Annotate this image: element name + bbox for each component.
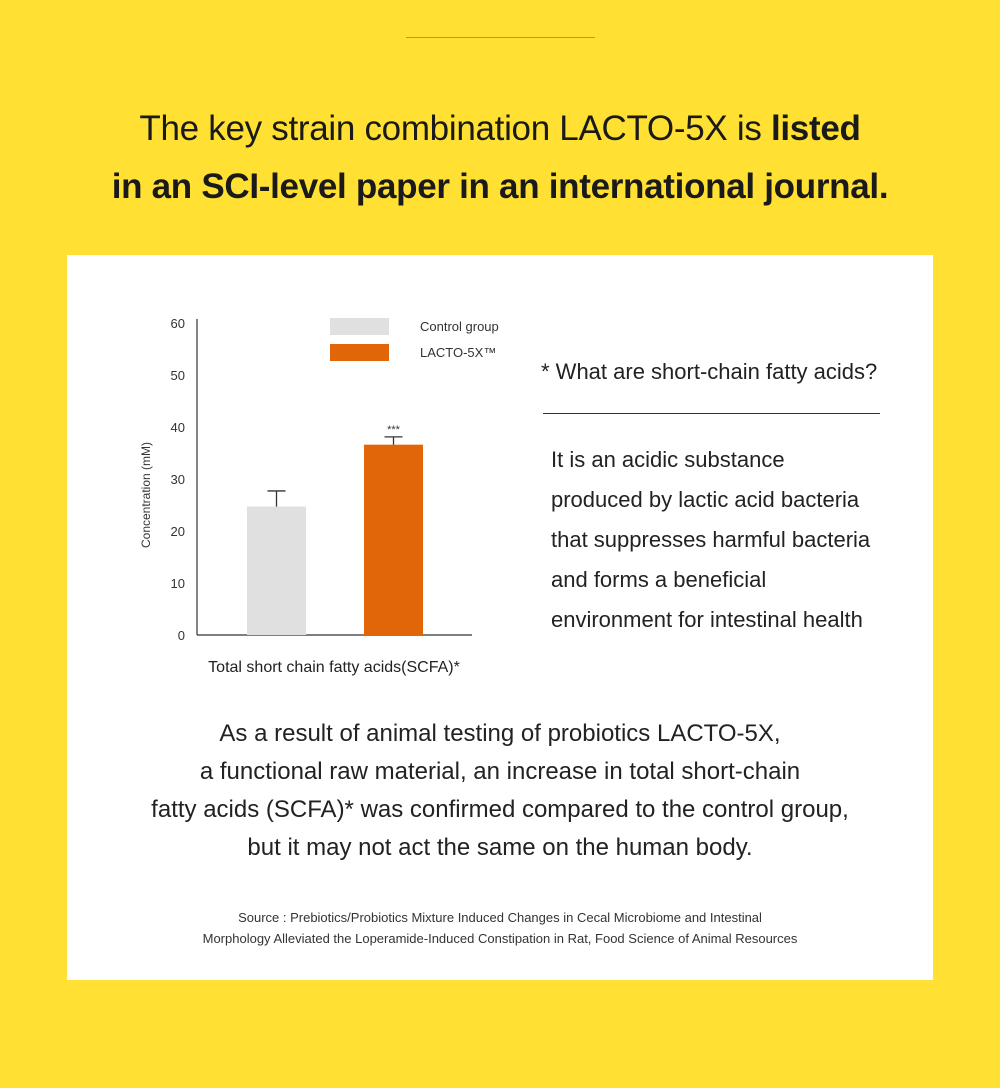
answer-line: and forms a beneficial — [551, 567, 767, 592]
result-paragraph: As a result of animal testing of probiot… — [67, 715, 933, 867]
result-line: a functional raw material, an increase i… — [199, 758, 801, 785]
source-line: Source : Prebiotics/Probiotics Mixture I… — [238, 910, 762, 925]
question-divider — [543, 413, 880, 414]
bar — [247, 506, 306, 635]
chart-legend: Control group LACTO-5X™ — [330, 318, 499, 361]
scfa-answer: It is an acidic substance produced by la… — [551, 440, 921, 640]
headline-bold-text: listed — [770, 109, 861, 148]
y-tick-label: 50 — [171, 368, 185, 383]
legend-swatch — [330, 344, 389, 361]
source-citation: Source : Prebiotics/Probiotics Mixture I… — [67, 907, 933, 949]
answer-line: produced by lactic acid bacteria — [551, 487, 860, 512]
y-axis-ticks: 0 10 20 30 40 50 60 — [171, 316, 185, 643]
result-line: As a result of animal testing of probiot… — [219, 720, 781, 747]
bars-group: *** — [247, 424, 423, 635]
significance-marker: *** — [387, 424, 401, 436]
top-divider — [406, 37, 595, 38]
y-tick-label: 40 — [171, 420, 185, 435]
headline: The key strain combination LACTO-5X is l… — [0, 100, 1000, 216]
x-axis-label: Total short chain fatty acids(SCFA)* — [208, 659, 460, 676]
result-line: fatty acids (SCFA)* was confirmed compar… — [151, 796, 849, 823]
result-line: but it may not act the same on the human… — [247, 834, 753, 861]
legend-swatch — [330, 318, 389, 335]
answer-line: that suppresses harmful bacteria — [551, 527, 871, 552]
headline-regular-text: The key strain combination LACTO-5X is — [139, 109, 771, 148]
answer-line: It is an acidic substance — [551, 447, 785, 472]
legend-label: Control group — [420, 319, 499, 334]
headline-line-2: in an SCI-level paper in an internationa… — [111, 167, 889, 206]
legend-label: LACTO-5X™ — [420, 345, 496, 360]
y-tick-label: 60 — [171, 316, 185, 331]
headline-line-1: The key strain combination LACTO-5X is l… — [0, 100, 1000, 158]
y-tick-label: 0 — [178, 628, 185, 643]
y-axis-label: Concentration (mM) — [139, 442, 153, 548]
bar — [364, 444, 423, 635]
scfa-bar-chart: 0 10 20 30 40 50 60 *** Control group LACTO-5X™… — [139, 316, 499, 676]
answer-line: environment for intestinal health — [551, 607, 863, 632]
source-line: Morphology Alleviated the Loperamide-Ind… — [202, 931, 798, 946]
y-tick-label: 20 — [171, 524, 185, 539]
info-card: 0 10 20 30 40 50 60 *** Control group LACTO-5X™… — [67, 255, 933, 980]
scfa-question: * What are short-chain fatty acids? — [541, 359, 878, 384]
y-tick-label: 30 — [171, 472, 185, 487]
y-tick-label: 10 — [171, 576, 185, 591]
